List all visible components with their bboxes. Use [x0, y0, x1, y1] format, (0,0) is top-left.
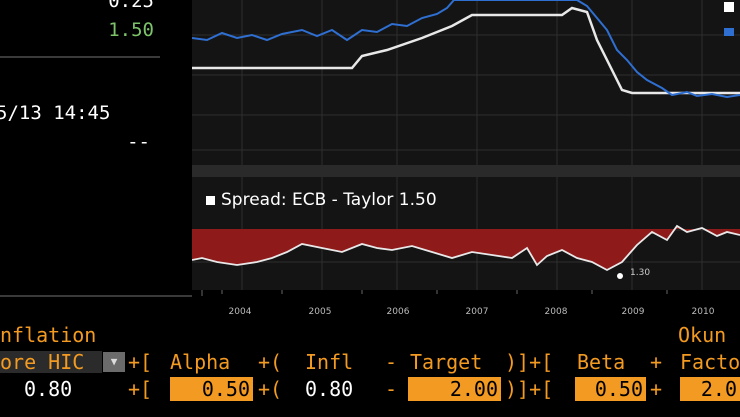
left-panel: 0.25 1.50 5/13 14:45 --	[0, 0, 192, 300]
empty-value: --	[127, 131, 150, 153]
panel-separator	[192, 165, 740, 177]
x-tick: 2007	[466, 307, 489, 317]
beta-input[interactable]: 0.50	[575, 377, 646, 401]
op-minus: -	[385, 377, 398, 401]
rate-value: 0.25	[108, 0, 154, 12]
x-tick: 2009	[622, 307, 645, 317]
core-hicp-selector[interactable]: ore HIC	[0, 350, 85, 374]
inflation-value: 0.80	[24, 377, 73, 401]
op-plus-bracket: +[	[128, 350, 153, 374]
factor-label: Facto	[680, 350, 740, 374]
factor-input[interactable]: 2.0	[680, 377, 740, 401]
op-plus-bracket: +[	[128, 377, 153, 401]
op-plus: +	[650, 350, 663, 374]
op-plus: +	[650, 377, 663, 401]
op-minus: -	[385, 350, 398, 374]
op-close-bracket: )]+[	[505, 377, 554, 401]
spread-line	[192, 224, 740, 272]
infl-value: 0.80	[305, 377, 354, 401]
x-tick: 2008	[545, 307, 568, 317]
upper-grid	[192, 0, 740, 165]
target-input[interactable]: 2.00	[408, 377, 501, 401]
spread-legend: Spread: ECB - Taylor 1.50	[206, 190, 437, 210]
op-close-bracket: )]+[	[505, 350, 554, 374]
ecb-rate-line	[192, 6, 740, 95]
alpha-input[interactable]: 0.50	[170, 377, 253, 401]
spread-area	[192, 226, 740, 270]
x-axis-ticks: 2004 2005 2006 2007 2008 2009 2010	[229, 307, 715, 317]
x-tick: 2010	[692, 307, 715, 317]
timestamp: 5/13 14:45	[0, 102, 111, 124]
rate-chart[interactable]: 1.30 2004 2005 2006 2007 2008 2009 2010 …	[192, 0, 740, 320]
x-tick: 2004	[229, 307, 252, 317]
op-plus-paren: +(	[258, 377, 283, 401]
op-plus-paren: +(	[258, 350, 283, 374]
low-point-label: 1.30	[630, 268, 650, 278]
target-label: Target	[410, 350, 483, 374]
inflation-label: nflation	[0, 323, 97, 347]
upper-panel-bg	[192, 0, 740, 165]
divider	[0, 56, 160, 58]
chevron-down-icon[interactable]: ▼	[103, 352, 125, 372]
chart-canvas: 1.30 2004 2005 2006 2007 2008 2009 2010	[192, 0, 740, 320]
x-tick: 2006	[387, 307, 410, 317]
legend-swatch-white	[724, 2, 734, 12]
spread-value: 1.50	[108, 19, 154, 41]
okun-label: Okun	[678, 323, 727, 347]
infl-label: Infl	[305, 350, 354, 374]
alpha-label: Alpha	[170, 350, 231, 374]
core-hicp-box[interactable]	[0, 351, 102, 373]
legend-swatch-blue	[724, 28, 734, 36]
x-axis-marks	[201, 290, 668, 296]
divider	[0, 295, 192, 297]
x-tick: 2005	[309, 307, 332, 317]
low-point-marker	[617, 273, 623, 279]
spread-legend-label: Spread: ECB - Taylor 1.50	[221, 190, 437, 210]
x-axis-bg	[192, 290, 740, 320]
beta-label: Beta	[577, 350, 626, 374]
legend-square-icon	[206, 195, 215, 205]
taylor-rule-line	[192, 0, 740, 99]
